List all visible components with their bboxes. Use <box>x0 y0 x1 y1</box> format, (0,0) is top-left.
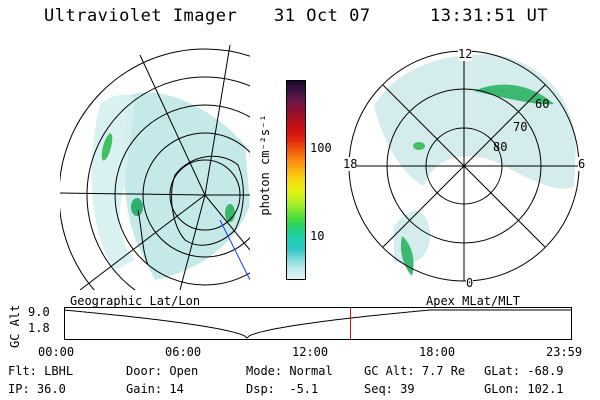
x-tick-1200: 12:00 <box>292 345 329 359</box>
mlt-lines <box>349 51 579 281</box>
aurora-spot <box>474 84 554 105</box>
timeline-y-label: GC Alt <box>8 304 22 348</box>
info-flt: Flt: LBHL <box>8 364 74 378</box>
timeline-y-tick-top: 9.0 <box>28 305 50 319</box>
x-tick-0000: 00:00 <box>38 345 75 359</box>
left-caption: Geographic Lat/Lon <box>70 294 201 308</box>
date-label: 31 Oct 07 <box>274 6 371 26</box>
image-swath <box>123 92 250 280</box>
info-glat: GLat: -68.9 <box>484 364 564 378</box>
mlat-label-70: 70 <box>513 120 528 134</box>
right-caption: Apex MLat/MLT <box>426 294 520 308</box>
altitude-curve <box>64 309 572 339</box>
info-seq: Seq: 39 <box>364 382 415 396</box>
info-gc-alt: GC Alt: 7.7 Re <box>364 364 466 378</box>
info-glon: GLon: 102.1 <box>484 382 564 396</box>
polar-plot <box>348 50 580 282</box>
app-title: Ultraviolet Imager <box>44 6 238 26</box>
mlt-label-0: 0 <box>466 276 474 290</box>
polar-image-fill <box>374 54 576 189</box>
x-tick-0600: 06:00 <box>165 345 202 359</box>
coastline <box>137 209 149 266</box>
mlt-label-12: 12 <box>458 47 473 61</box>
colorbar <box>286 80 306 280</box>
image-swath-left <box>91 94 135 270</box>
lon-lines <box>60 45 250 290</box>
mlat-label-80: 80 <box>493 140 508 154</box>
info-ip: IP: 36.0 <box>8 382 66 396</box>
colorbar-tick-10: 10 <box>310 229 325 243</box>
colorbar-unit-label: photon cm⁻²s⁻¹ <box>258 114 272 216</box>
info-door: Door: Open <box>126 364 199 378</box>
x-tick-2359: 23:59 <box>546 345 583 359</box>
aurora-spot <box>101 133 113 161</box>
colorbar-tick-100: 100 <box>310 141 332 155</box>
mlt-label-18: 18 <box>343 157 358 171</box>
info-mode: Mode: Normal <box>246 364 333 378</box>
info-gain: Gain: 14 <box>126 382 184 396</box>
footprint-line <box>219 219 250 281</box>
mlat-label-60: 60 <box>535 97 550 111</box>
info-dsp: Dsp: -5.1 <box>246 382 319 396</box>
time-label: 13:31:51 UT <box>430 6 549 26</box>
aurora-spot <box>413 142 425 150</box>
altitude-timeline <box>64 307 572 340</box>
geographic-map <box>60 45 250 290</box>
coastline <box>171 155 244 246</box>
x-tick-1800: 18:00 <box>419 345 456 359</box>
timeline-y-tick-bottom: 1.8 <box>28 321 50 335</box>
aurora-spot <box>131 198 143 216</box>
mlt-label-6: 6 <box>578 157 586 171</box>
aurora-spot <box>400 236 414 276</box>
aurora-spot <box>225 204 235 222</box>
